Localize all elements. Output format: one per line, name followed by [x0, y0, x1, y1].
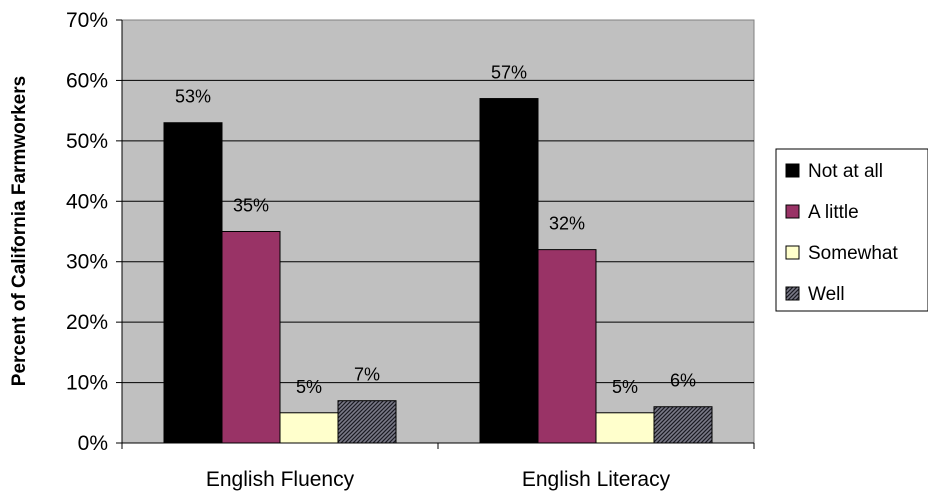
data-labels: 53% 35% 5% 7% 57% 32% 5% 6% — [175, 63, 696, 397]
y-tick-labels: 0% 10% 20% 30% 40% 50% 60% 70% — [66, 9, 122, 455]
data-label: 5% — [612, 377, 638, 397]
bar-a-little — [221, 231, 281, 444]
legend-label: Not at all — [808, 161, 883, 182]
y-axis-title: Percent of California Farmworkers — [9, 76, 30, 386]
y-tick-label: 70% — [66, 9, 108, 32]
x-tick-labels: English Fluency English Literacy — [121, 443, 755, 491]
legend-label: Well — [808, 284, 845, 305]
x-tick-label: English Literacy — [522, 468, 671, 491]
data-label: 57% — [491, 63, 527, 83]
data-label: 35% — [233, 196, 269, 216]
y-tick-label: 60% — [66, 69, 108, 92]
bar-well — [337, 400, 397, 444]
y-tick-label: 40% — [66, 190, 108, 213]
bar-somewhat — [595, 412, 655, 444]
data-label: 6% — [670, 371, 696, 391]
legend-label: Somewhat — [808, 243, 898, 264]
data-label: 7% — [354, 365, 380, 385]
bar-somewhat — [279, 412, 339, 444]
legend-items: Not at all A little Somewhat Well — [785, 161, 898, 305]
legend-box — [775, 148, 928, 312]
data-label: 5% — [296, 377, 322, 397]
bar-well — [653, 406, 713, 444]
legend-swatch — [785, 245, 800, 260]
data-label: 32% — [549, 214, 585, 234]
y-tick-label: 30% — [66, 251, 108, 274]
bars — [163, 98, 713, 444]
legend: Not at all A little Somewhat Well — [775, 148, 928, 312]
y-tick-label: 0% — [78, 432, 108, 455]
legend-swatch — [785, 286, 800, 301]
y-tick-label: 20% — [66, 311, 108, 334]
legend-swatch — [785, 204, 800, 219]
bar-a-little — [537, 249, 597, 444]
y-tick-label: 10% — [66, 372, 108, 395]
y-tick-label: 50% — [66, 130, 108, 153]
legend-label: A little — [808, 202, 859, 223]
bar-not-at-all — [479, 98, 539, 444]
bar-not-at-all — [163, 122, 223, 444]
data-label: 53% — [175, 87, 211, 107]
legend-swatch — [785, 163, 800, 178]
x-tick-label: English Fluency — [206, 468, 355, 491]
